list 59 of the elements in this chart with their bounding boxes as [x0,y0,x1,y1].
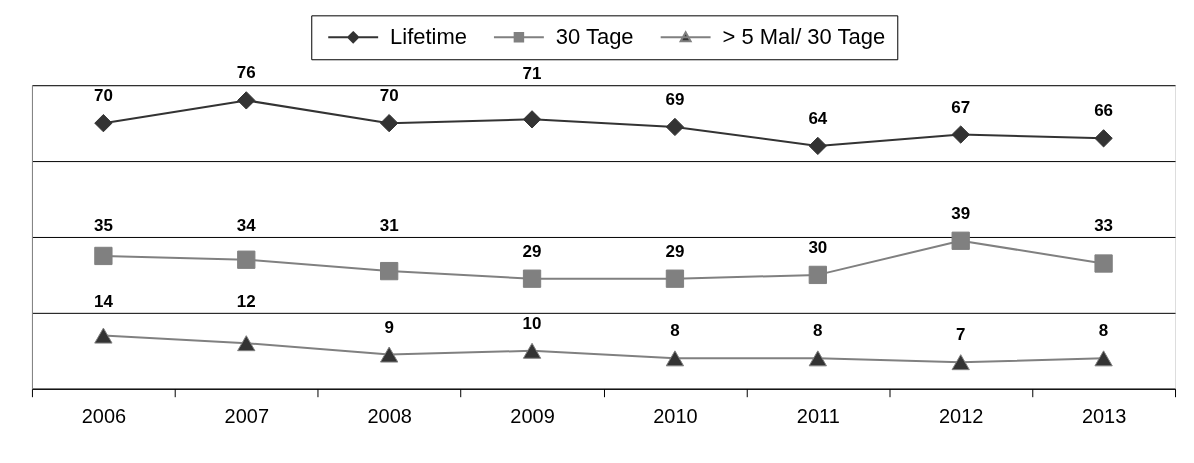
x-tick-label: 2010 [653,405,698,428]
x-tick-label: 2013 [1081,405,1127,428]
point [380,114,399,133]
point [94,246,113,266]
data-label: 76 [236,63,256,83]
data-label: 7 [955,325,966,345]
data-label: 29 [522,241,542,261]
point [665,269,685,288]
point [665,350,685,367]
x-tick-label: 2011 [796,405,840,428]
data-label: 35 [93,215,113,235]
point [1094,254,1113,273]
point [237,91,256,110]
data-label: 64 [808,108,828,128]
point [665,117,685,137]
legend-label: 30 Tage [555,24,634,50]
data-label: 29 [665,241,685,261]
data-label: 8 [670,321,680,341]
point [237,250,256,269]
point [94,327,113,344]
legend-label: > 5 Mal/ 30 Tage [722,24,886,50]
data-label: 69 [665,89,685,109]
point [808,136,827,156]
data-label: 71 [522,64,542,84]
data-label: 10 [522,313,542,333]
data-label: 33 [1094,215,1114,235]
data-label: 9 [384,317,394,337]
point [94,114,113,133]
point [951,125,970,144]
point [808,265,827,285]
data-label: 30 [808,237,828,257]
x-tick-label: 2006 [81,405,127,428]
data-label: 12 [236,292,256,312]
point [237,335,256,352]
point [522,110,542,129]
data-label: 70 [379,86,399,106]
legend-label: Lifetime [390,24,467,50]
point [380,261,399,281]
point [951,231,970,250]
data-label: 39 [951,203,971,223]
data-label: 70 [93,86,113,106]
data-label: 8 [1098,321,1109,341]
x-tick-label: 2009 [510,405,555,428]
point [951,354,970,371]
x-tick-label: 2008 [367,405,412,428]
data-label: 34 [236,215,257,235]
x-tick-label: 2012 [939,405,984,428]
point [1094,350,1113,367]
data-label: 66 [1094,101,1114,121]
data-label: 67 [951,97,971,117]
x-tick-label: 2007 [224,405,269,428]
point [808,350,827,367]
point [522,269,542,288]
data-label: 31 [379,216,399,236]
point [380,346,399,363]
point [1094,129,1113,148]
data-label: 14 [93,291,114,311]
point [522,342,542,359]
data-label: 8 [813,321,823,341]
